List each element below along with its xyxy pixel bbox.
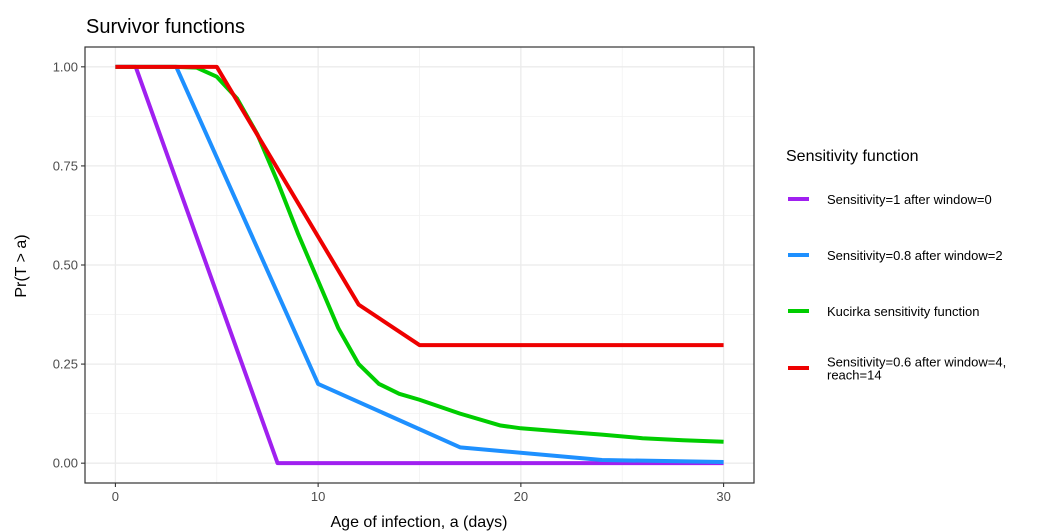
y-axis-title: Pr(T > a): [13, 234, 30, 297]
x-tick-label: 30: [716, 489, 730, 504]
legend-label-3: Kucirka sensitivity function: [827, 304, 979, 319]
y-tick-label: 0.50: [53, 258, 78, 273]
chart-title: Survivor functions: [86, 16, 245, 38]
x-tick-label: 10: [311, 489, 325, 504]
legend: Sensitivity function Sensitivity=1 after…: [786, 148, 1006, 383]
legend-title: Sensitivity function: [786, 148, 919, 165]
x-tick-label: 20: [514, 489, 528, 504]
y-tick-label: 1.00: [53, 59, 78, 74]
y-tick-label: 0.25: [53, 357, 78, 372]
x-tick-label: 0: [112, 489, 119, 504]
legend-label-4: Sensitivity=0.6 after window=4,: [827, 355, 1006, 370]
y-tick-label: 0.75: [53, 158, 78, 173]
plot-area: [84, 46, 755, 484]
x-axis-title: Age of infection, a (days): [331, 514, 508, 531]
axes: 0 10 20 30 0.00 0.25 0.50 0.75 1.00: [53, 59, 731, 504]
legend-label-2: Sensitivity=0.8 after window=2: [827, 248, 1003, 263]
legend-label-1: Sensitivity=1 after window=0: [827, 192, 992, 207]
legend-label-4: reach=14: [827, 368, 882, 383]
y-tick-label: 0.00: [53, 456, 78, 471]
series-line-4: [115, 64, 724, 348]
